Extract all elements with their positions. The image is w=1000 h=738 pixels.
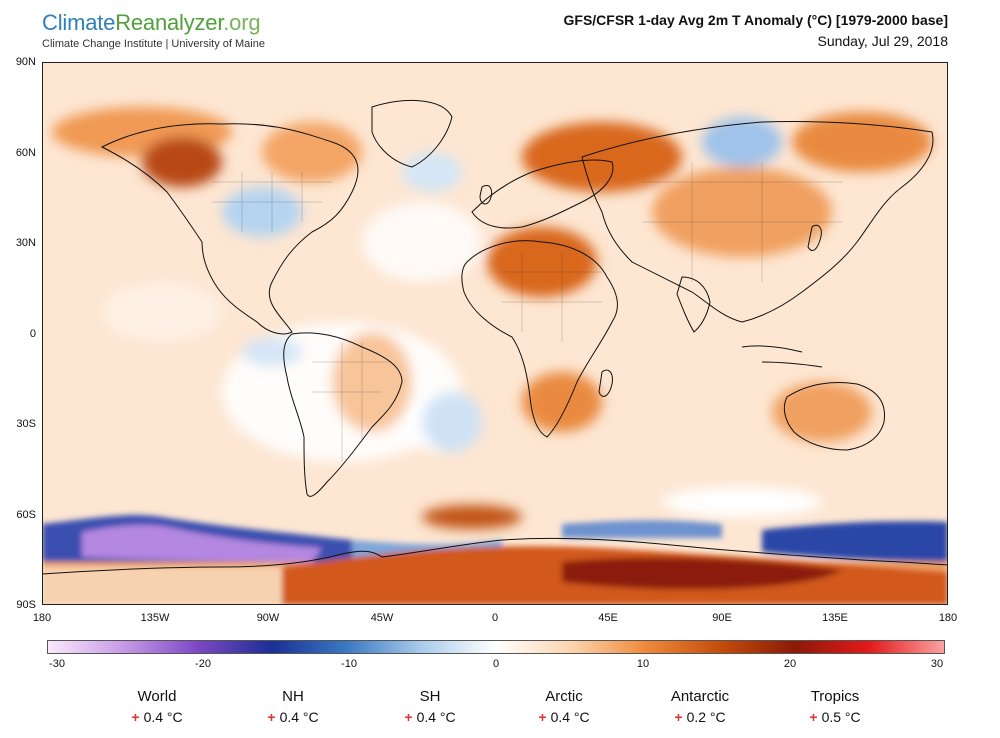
plus-sign: +: [674, 709, 683, 725]
stat-nh: NH +0.4 °C: [223, 688, 363, 725]
anomaly-field: [52, 107, 932, 529]
lat-label-90s: 90S: [16, 599, 36, 611]
lat-label-0: 0: [29, 328, 36, 340]
stat-world: World +0.4 °C: [87, 688, 227, 725]
plus-sign: +: [131, 709, 140, 725]
stat-value-row: +0.4 °C: [494, 709, 634, 725]
lon-label-90w: 90W: [256, 612, 280, 624]
stat-antarctic: Antarctic +0.2 °C: [630, 688, 770, 725]
map-canvas: [42, 62, 948, 605]
logo-org: .org: [223, 10, 261, 35]
stat-value: 0.4 °C: [550, 709, 590, 725]
stat-arctic: Arctic +0.4 °C: [494, 688, 634, 725]
plus-sign: +: [267, 709, 276, 725]
logo-reanalyzer: Reanalyzer: [115, 10, 224, 35]
colorbar-tick--30: -30: [49, 658, 65, 670]
colorbar-tick-10: 10: [636, 658, 650, 670]
lat-label-30s: 30S: [16, 418, 36, 430]
stat-value-row: +0.4 °C: [360, 709, 500, 725]
colorbar-gradient: [48, 641, 944, 653]
colorbar-tick--20: -20: [195, 658, 211, 670]
coastlines: [42, 99, 948, 575]
site-logo: ClimateReanalyzer.org Climate Change Ins…: [42, 10, 265, 50]
lat-label-30n: 30N: [15, 237, 36, 249]
colorbar-tick-0: 0: [492, 658, 500, 670]
colorbar-tick-30: 30: [930, 658, 944, 670]
lon-label-180w: 180: [32, 612, 52, 624]
lon-label-0: 0: [491, 612, 499, 624]
stat-value: 0.2 °C: [686, 709, 726, 725]
lon-label-45w: 45W: [370, 612, 394, 624]
logo-wordmark: ClimateReanalyzer.org: [42, 10, 265, 36]
lon-label-135w: 135W: [140, 612, 170, 624]
stat-name: NH: [282, 688, 304, 705]
stat-name: Arctic: [545, 688, 583, 705]
stat-value: 0.4 °C: [279, 709, 319, 725]
stat-value-row: +0.4 °C: [223, 709, 363, 725]
country-borders: [212, 162, 842, 462]
plus-sign: +: [404, 709, 413, 725]
stat-sh: SH +0.4 °C: [360, 688, 500, 725]
map-title: GFS/CFSR 1-day Avg 2m T Anomaly (°C) [19…: [563, 12, 949, 28]
lat-label-60n: 60N: [15, 147, 36, 159]
stat-value-row: +0.4 °C: [87, 709, 227, 725]
stat-value: 0.4 °C: [416, 709, 456, 725]
colorbar-tick--10: -10: [341, 658, 357, 670]
lon-label-135e: 135E: [822, 612, 848, 624]
lon-label-180e: 180: [938, 612, 958, 624]
stat-tropics: Tropics +0.5 °C: [765, 688, 905, 725]
stat-value: 0.4 °C: [143, 709, 183, 725]
lat-label-60s: 60S: [16, 509, 36, 521]
plus-sign: +: [538, 709, 547, 725]
plus-sign: +: [809, 709, 818, 725]
stat-name: World: [137, 688, 177, 705]
colorbar-tick-20: 20: [783, 658, 797, 670]
stat-name: SH: [419, 688, 441, 705]
stat-name: Tropics: [810, 688, 860, 705]
lat-label-90n: 90N: [15, 56, 36, 68]
colorbar: [47, 640, 945, 654]
map-title-block: GFS/CFSR 1-day Avg 2m T Anomaly (°C) [19…: [564, 12, 949, 49]
logo-climate: Climate: [42, 10, 116, 35]
stat-value-row: +0.5 °C: [765, 709, 905, 725]
lon-label-90e: 90E: [712, 612, 732, 624]
antarctic-bands: [42, 514, 948, 605]
institute-line: Climate Change Institute | University of…: [42, 38, 265, 50]
temperature-anomaly-map: [42, 62, 948, 605]
stat-value: 0.5 °C: [821, 709, 861, 725]
lon-label-45e: 45E: [598, 612, 618, 624]
map-date: Sunday, Jul 29, 2018: [817, 33, 948, 49]
map-frame: [42, 62, 948, 605]
stat-name: Antarctic: [670, 688, 730, 705]
stat-value-row: +0.2 °C: [630, 709, 770, 725]
